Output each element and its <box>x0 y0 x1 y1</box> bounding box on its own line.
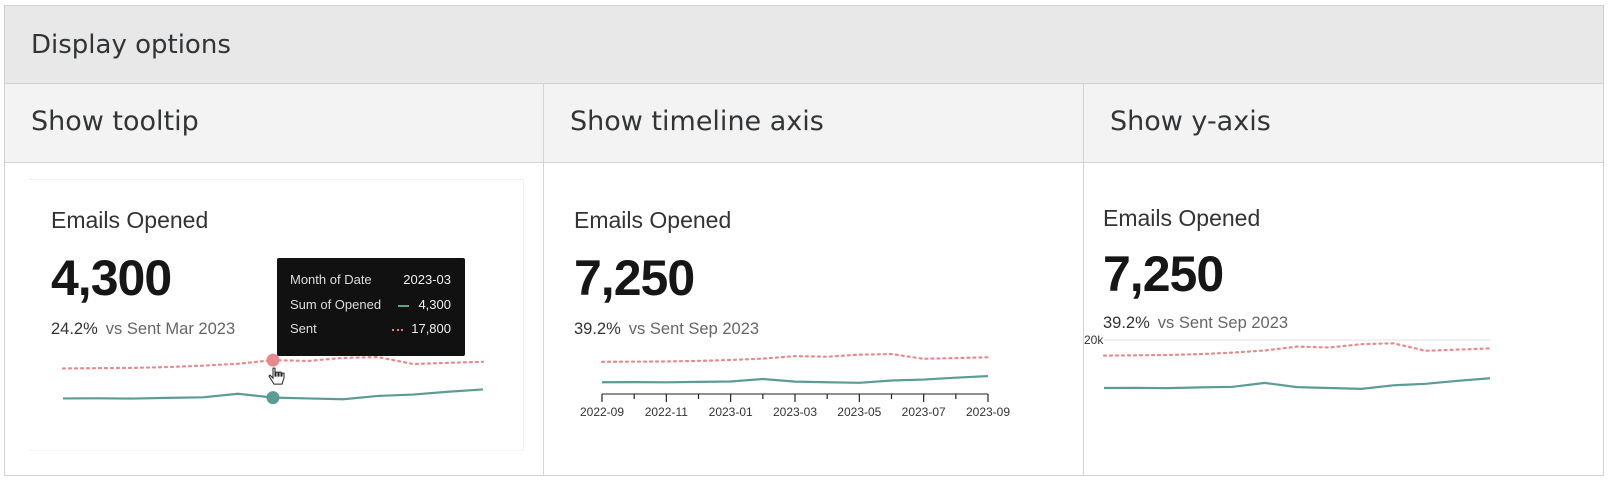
sent-series-swatch-icon <box>392 329 403 331</box>
kpi-value: 7,250 <box>1103 246 1224 302</box>
tooltip-row-month: Month of Date 2023-03 <box>290 272 451 290</box>
kpi-value: 7,250 <box>574 250 695 306</box>
kpi-comparison: 39.2% vs Sent Sep 2023 <box>1103 314 1288 333</box>
sparkline-chart[interactable]: 2022-09 2022-11 2023-01 2023-03 2023-05 2023-… <box>580 346 1010 419</box>
tooltip-label: Sent <box>290 321 317 336</box>
column-show-tooltip: Show tooltip Emails Opened 4,300 24.2% vs… <box>5 84 544 475</box>
tooltip-label: Month of Date <box>290 272 372 287</box>
column-title: Show tooltip <box>31 106 199 137</box>
x-tick-label: 2023-09 <box>966 405 1010 419</box>
y-tick-label: 20k <box>1084 333 1104 347</box>
kpi-card[interactable]: Emails Opened 4,300 24.2% vs Sent Mar 202… <box>5 163 543 475</box>
opened-series-line <box>1103 377 1491 391</box>
display-options-panel: Display options Show tooltip Emails Open… <box>4 5 1604 476</box>
kpi-title: Emails Opened <box>1103 205 1261 231</box>
tooltip-value: 2023-03 <box>403 272 451 287</box>
kpi-compare-label: vs Sent Sep 2023 <box>628 320 760 338</box>
kpi-title: Emails Opened <box>574 207 732 233</box>
x-tick-label: 2023-03 <box>773 405 817 419</box>
column-show-y-axis: Show y-axis Emails Opened 7,250 39.2% vs … <box>1084 84 1603 475</box>
sent-series-line <box>600 352 990 363</box>
cursor-hand-shape <box>268 367 285 385</box>
kpi-comparison: 39.2% vs Sent Sep 2023 <box>574 320 759 339</box>
kpi-value: 4,300 <box>51 250 172 306</box>
column-header: Show timeline axis <box>544 84 1083 163</box>
chart-tooltip: Month of Date 2023-03 Sum of Opened 4,30… <box>277 258 465 356</box>
sparkline-chart[interactable] <box>61 346 485 426</box>
opened-series-line <box>601 374 989 384</box>
opened-hover-point <box>266 391 280 405</box>
tooltip-value: 17,800 <box>411 321 451 336</box>
sent-series-line <box>1102 342 1492 357</box>
x-tick-label: 2023-05 <box>837 405 881 419</box>
kpi-card[interactable]: Emails Opened 7,250 39.2% vs Sent Sep 202… <box>1084 163 1603 475</box>
kpi-title: Emails Opened <box>51 207 209 233</box>
column-title: Show y-axis <box>1110 106 1271 137</box>
x-tick-label: 2023-01 <box>709 405 753 419</box>
kpi-change: 39.2% <box>1103 314 1150 332</box>
panel-title: Display options <box>31 30 231 60</box>
column-show-timeline-axis: Show timeline axis Emails Opened 7,250 3… <box>544 84 1084 475</box>
tooltip-row-opened: Sum of Opened 4,300 <box>290 297 451 315</box>
column-header: Show tooltip <box>5 84 543 163</box>
kpi-card[interactable]: Emails Opened 7,250 39.2% vs Sent Sep 202… <box>544 163 1083 475</box>
kpi-compare-label: vs Sent Sep 2023 <box>1157 314 1289 332</box>
kpi-compare-label: vs Sent Mar 2023 <box>105 320 236 338</box>
panel-header: Display options <box>5 6 1603 84</box>
column-header: Show y-axis <box>1084 84 1603 163</box>
opened-series-swatch-icon <box>398 305 409 307</box>
kpi-change: 24.2% <box>51 320 98 338</box>
tooltip-value: 4,300 <box>418 297 451 312</box>
sent-hover-point <box>266 353 280 367</box>
card-border <box>29 179 524 451</box>
cursor-hand-icon <box>268 367 285 385</box>
tooltip-label: Sum of Opened <box>290 297 382 312</box>
kpi-comparison: 24.2% vs Sent Mar 2023 <box>51 320 235 339</box>
kpi-change: 39.2% <box>574 320 621 338</box>
column-title: Show timeline axis <box>570 106 824 137</box>
x-tick-label: 2023-07 <box>902 405 946 419</box>
x-tick-label: 2022-09 <box>580 405 624 419</box>
sparkline-chart[interactable]: 20k <box>1084 333 1524 406</box>
x-tick-label: 2022-11 <box>645 405 688 419</box>
tooltip-row-sent: Sent 17,800 <box>290 321 451 339</box>
